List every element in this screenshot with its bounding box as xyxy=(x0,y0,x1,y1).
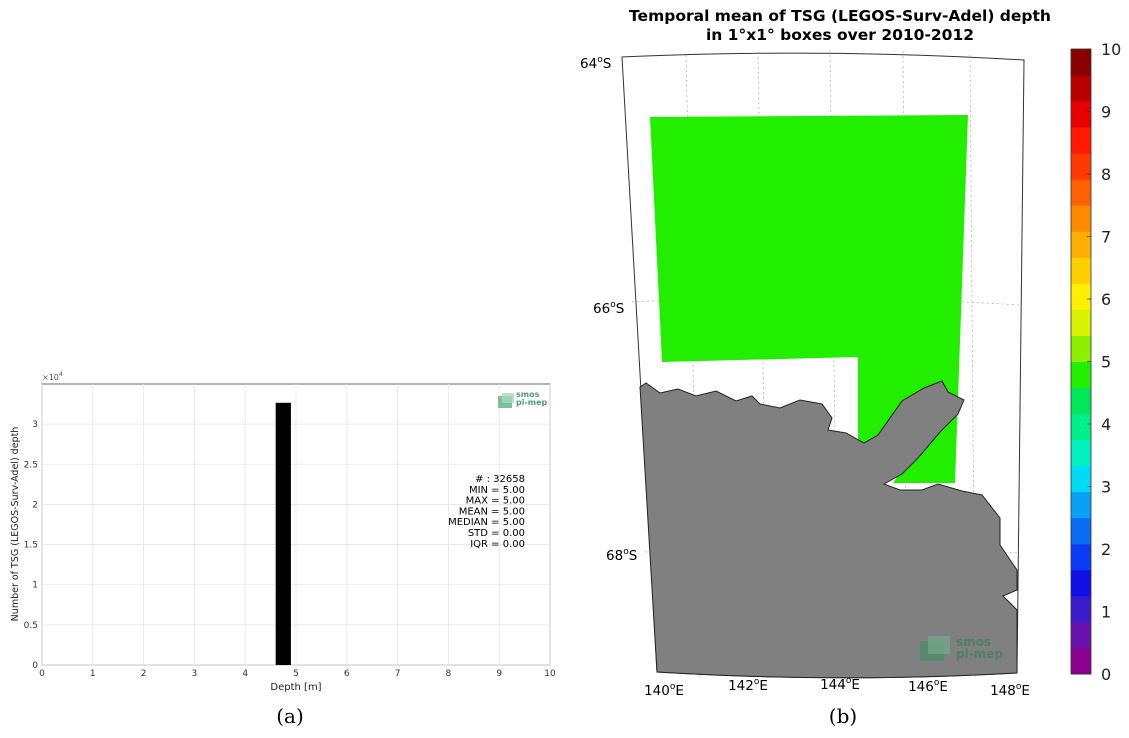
colorbar-segment xyxy=(1071,309,1091,336)
lon-label-142: 142oE xyxy=(728,677,768,694)
colorbar-segment xyxy=(1071,283,1091,310)
smos-logo-b-graphic xyxy=(920,636,950,661)
colorbar-tick-label: 6 xyxy=(1101,290,1111,309)
hist-grid xyxy=(41,384,551,666)
colorbar-tick-label: 1 xyxy=(1101,603,1111,622)
smos-logo-a: smos pi-mep xyxy=(496,388,566,414)
lon-label-146: 146oE xyxy=(908,678,948,695)
hist-x-tick-label: 9 xyxy=(496,669,502,679)
hist-y-ticks: 0 0.5 1 1.5 2 2.5 3 xyxy=(24,420,39,671)
smos-logo-b-line1: smos xyxy=(956,635,992,649)
colorbar-segment xyxy=(1071,49,1091,76)
hist-x-tick-label: 8 xyxy=(446,669,452,679)
colorbar-segment xyxy=(1071,517,1091,545)
smos-logo-b-line2: pi-mep xyxy=(956,647,1003,661)
hist-stat-line: MAX = 5.00 xyxy=(466,496,525,507)
lon-label-140: 140oE xyxy=(644,682,684,699)
smos-logo-a-line2: pi-mep xyxy=(516,398,548,407)
hist-y-axis-label: Number of TSG (LEGOS-Surv-Adel) depth xyxy=(10,427,21,622)
hist-y-tick-label: 2.5 xyxy=(24,460,38,470)
hist-y-tick-label: 1 xyxy=(32,581,38,591)
colorbar-tick-label: 3 xyxy=(1101,478,1111,497)
map-title-line1: Temporal mean of TSG (LEGOS-Surv-Adel) d… xyxy=(629,7,1051,25)
colorbar-segment xyxy=(1071,257,1091,284)
depth-map: Temporal mean of TSG (LEGOS-Surv-Adel) d… xyxy=(580,7,1121,699)
colorbar-segment xyxy=(1071,335,1091,362)
colorbar-segment xyxy=(1071,387,1091,415)
colorbar-segment xyxy=(1071,153,1091,180)
hist-stat-line: MIN = 5.00 xyxy=(469,485,525,496)
hist-x-tick-label: 7 xyxy=(395,669,401,679)
map-land xyxy=(639,380,1018,679)
colorbar-segment xyxy=(1071,205,1091,232)
colorbar-segment xyxy=(1071,75,1091,102)
hist-x-tick-label: 5 xyxy=(293,669,299,679)
lon-label-148: 148oE xyxy=(990,682,1030,699)
colorbar-tick-label: 4 xyxy=(1101,415,1111,434)
hist-x-axis-label: Depth [m] xyxy=(270,682,321,693)
depth-histogram: 0 1 2 3 4 5 6 7 8 9 10 0 0.5 1 1.5 2 2.5 3 ×104 Depth [m… xyxy=(10,371,556,693)
colorbar-segment xyxy=(1071,231,1091,258)
hist-stat-line: MEAN = 5.00 xyxy=(459,506,525,517)
colorbar-segment xyxy=(1071,491,1091,519)
hist-y-tick-label: 3 xyxy=(32,420,38,430)
hist-bars xyxy=(275,402,291,665)
smos-logo-b: smos pi-mep xyxy=(918,633,1014,665)
colorbar-segment xyxy=(1071,595,1091,623)
lat-label-66: 66oS xyxy=(593,300,624,317)
hist-y-tick-label: 0 xyxy=(32,661,38,671)
colorbar-tick-label: 10 xyxy=(1101,40,1121,59)
colorbar-segment xyxy=(1071,647,1091,675)
lat-label-64: 64oS xyxy=(580,55,611,72)
hist-stat-line: MEDIAN = 5.00 xyxy=(448,517,525,528)
hist-y-tick-label: 2 xyxy=(32,500,38,510)
hist-stat-line: IQR = 0.00 xyxy=(470,539,525,550)
hist-x-tick-label: 2 xyxy=(141,669,147,679)
colorbar-segment xyxy=(1071,361,1091,389)
colorbar-tick-label: 2 xyxy=(1101,540,1111,559)
caption-b: (b) xyxy=(828,704,858,728)
colorbar-segment xyxy=(1071,569,1091,597)
map-lat-labels: 64oS 66oS 68oS xyxy=(580,55,637,564)
hist-x-tick-label: 6 xyxy=(344,669,350,679)
colorbar-segment xyxy=(1071,179,1091,206)
hist-y-tick-label: 1.5 xyxy=(24,541,38,551)
colorbar-segment xyxy=(1071,127,1091,154)
hist-stat-line: # : 32658 xyxy=(475,474,525,485)
colorbar-segment xyxy=(1071,465,1091,493)
hist-x-ticks: 0 1 2 3 4 5 6 7 8 9 10 xyxy=(39,669,556,679)
colorbar-segment xyxy=(1071,439,1091,467)
colorbar-tick-label: 5 xyxy=(1101,353,1111,372)
map-title-line2: in 1°x1° boxes over 2010-2012 xyxy=(706,26,974,44)
hist-x-tick-label: 1 xyxy=(90,669,96,679)
colorbar-segment xyxy=(1071,413,1091,441)
caption-a: (a) xyxy=(276,704,304,728)
hist-y-tick-label: 0.5 xyxy=(24,621,38,631)
smos-logo-a-line1: smos xyxy=(516,390,540,399)
map-data-field xyxy=(650,115,968,483)
colorbar-segment xyxy=(1071,621,1091,649)
hist-y-multiplier: ×104 xyxy=(42,371,63,382)
lat-label-68: 68oS xyxy=(606,547,637,564)
lon-label-144: 144oE xyxy=(820,676,860,693)
colorbar-tick-label: 9 xyxy=(1101,103,1111,122)
colorbar-tick-label: 8 xyxy=(1101,165,1111,184)
colorbar-tick-label: 7 xyxy=(1101,228,1111,247)
map-colorbar-ticks: 0 1 2 3 4 5 6 7 8 9 10 xyxy=(1087,40,1121,684)
hist-stat-line: STD = 0.00 xyxy=(468,528,525,539)
colorbar-tick-label: 0 xyxy=(1101,665,1111,684)
map-lon-labels: 140oE 142oE 144oE 146oE 148oE xyxy=(644,676,1030,699)
hist-x-tick-label: 3 xyxy=(192,669,198,679)
hist-bar xyxy=(275,402,291,665)
hist-x-tick-label: 0 xyxy=(39,669,45,679)
hist-x-tick-label: 10 xyxy=(544,669,556,679)
hist-x-tick-label: 4 xyxy=(242,669,248,679)
smos-logo-a-graphic xyxy=(498,393,514,408)
colorbar-segment xyxy=(1071,543,1091,571)
colorbar-segment xyxy=(1071,101,1091,128)
